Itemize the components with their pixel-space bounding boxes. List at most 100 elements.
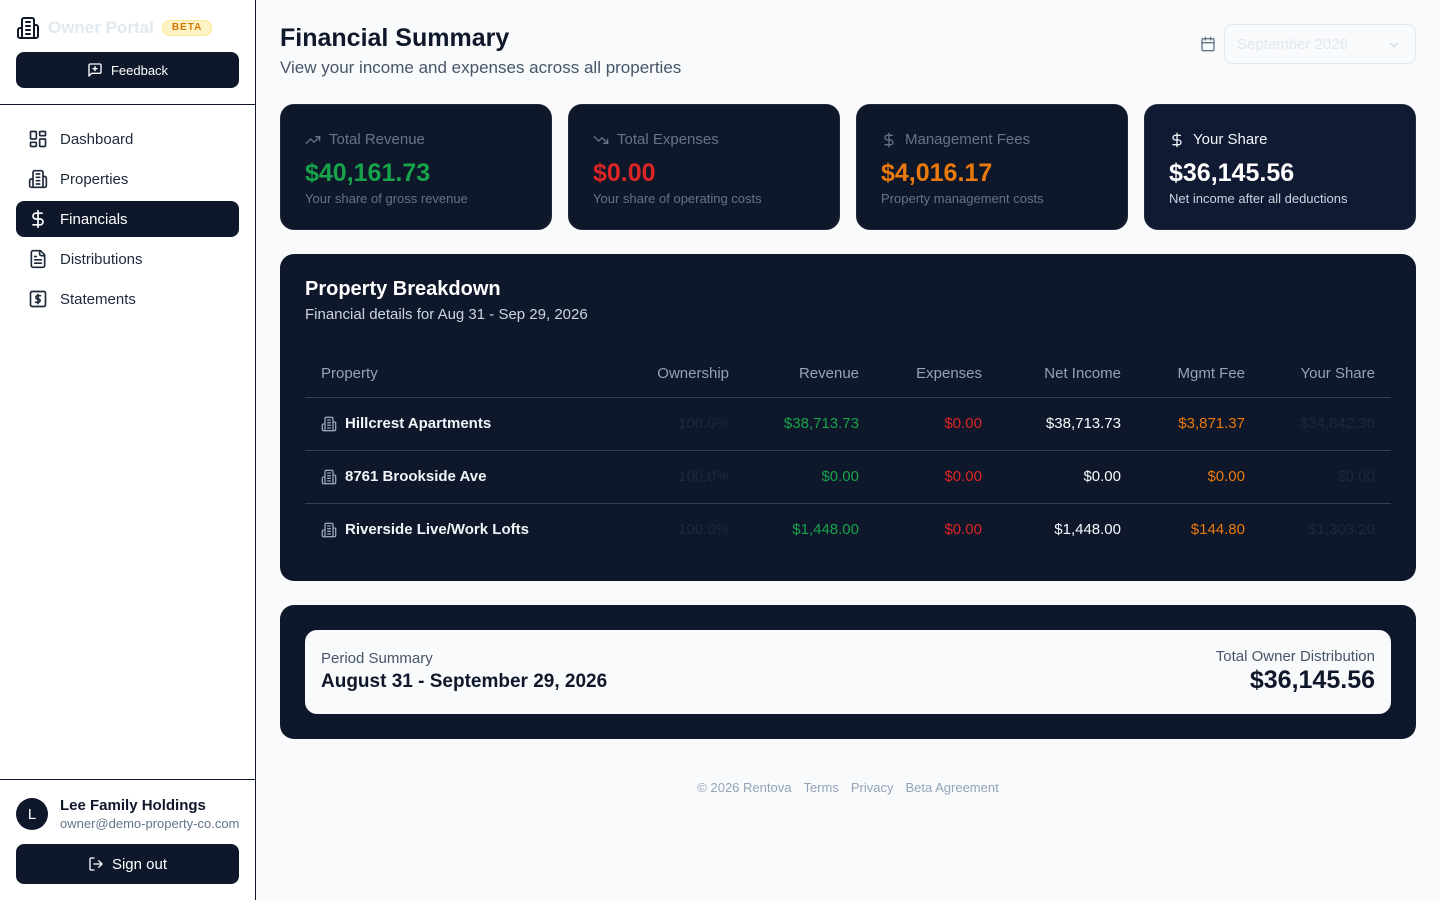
dollar-icon (884, 132, 894, 147)
stat-note: Your share of gross revenue (305, 191, 468, 206)
revenue-cell: $0.00 (729, 450, 859, 504)
page-title: Financial Summary (280, 24, 510, 52)
column-header[interactable]: Mgmt Fee (1121, 350, 1245, 398)
page-subtitle: View your income and expenses across all… (280, 58, 682, 77)
message-plus-icon (88, 63, 102, 77)
column-header[interactable]: Net Income (982, 350, 1121, 398)
building-icon (321, 416, 337, 431)
property-name: Hillcrest Apartments (345, 415, 492, 432)
table-row[interactable]: Hillcrest Apartments 100.0% $38,713.73 $… (305, 397, 1391, 451)
footer: © 2026 Rentova Terms Privacy Beta Agreem… (280, 780, 1416, 795)
expenses-cell: $0.00 (859, 450, 982, 504)
sidebar-nav: Dashboard Properties Financials Distribu… (16, 121, 239, 321)
sign-out-label: Sign out (111, 855, 168, 873)
user-email: owner@demo-property-co.com (60, 816, 240, 831)
stat-label: Management Fees (905, 131, 1031, 148)
revenue-cell: $1,448.00 (792, 521, 859, 539)
stat-card-total-expenses: Total Expenses $0.00 Your share of opera… (568, 104, 840, 230)
sidebar-divider (0, 104, 256, 105)
sidebar-item-label: Statements (60, 290, 136, 308)
column-header[interactable]: Revenue (729, 350, 859, 398)
distribution-label: Total Owner Distribution (1215, 648, 1375, 665)
your-share-cell: $0.00 (1245, 450, 1391, 504)
building-icon (17, 17, 39, 39)
user-name: Lee Family Holdings (60, 797, 206, 814)
stat-note: Property management costs (881, 191, 1044, 206)
grid-icon (29, 130, 47, 148)
table-row[interactable]: Riverside Live/Work Lofts 100.0% $1,448.… (305, 503, 1391, 556)
stat-card-your-share: Your Share $36,145.56 Net income after a… (1144, 104, 1416, 230)
expenses-cell: $0.00 (944, 521, 982, 539)
sidebar: Owner Portal BETA Feedback Dashboard Pro… (0, 0, 256, 900)
month-select[interactable]: September 2026 (1224, 24, 1416, 64)
net-income-cell: $38,713.73 (982, 397, 1121, 451)
stat-value: $36,145.56 (1169, 159, 1295, 187)
dollar-icon (32, 209, 44, 229)
mgmt-fee-cell: $3,871.37 (1121, 397, 1245, 451)
trending-up-icon (305, 135, 321, 144)
column-header[interactable]: Property (305, 350, 605, 398)
sidebar-item-label: Distributions (60, 250, 143, 268)
sidebar-divider (0, 779, 256, 780)
terms-link[interactable]: Terms (803, 780, 839, 795)
sign-out-button[interactable]: Sign out (16, 844, 239, 884)
beta-agreement-link[interactable]: Beta Agreement (905, 780, 999, 795)
distribution-value: $36,145.56 (1249, 666, 1375, 694)
log-out-icon (89, 857, 103, 871)
panel-subtitle: Financial details for Aug 31 - Sep 29, 2… (305, 306, 588, 323)
stat-note: Net income after all deductions (1169, 191, 1348, 206)
sidebar-item-financials[interactable]: Financials (16, 201, 239, 237)
building-icon (321, 522, 337, 538)
month-select-value: September 2026 (1237, 35, 1348, 53)
period-label: Period Summary (321, 650, 433, 667)
property-name: 8761 Brookside Ave (345, 468, 487, 485)
feedback-label: Feedback (110, 62, 169, 78)
receipt-icon (29, 290, 47, 308)
brand-name: Owner Portal (48, 18, 154, 37)
column-header[interactable]: Expenses (859, 350, 982, 398)
sidebar-item-label: Properties (60, 170, 129, 188)
calendar-icon (1201, 36, 1215, 52)
beta-badge: BETA (161, 20, 213, 36)
property-name: Riverside Live/Work Lofts (345, 521, 529, 539)
stat-value: $4,016.17 (881, 159, 993, 187)
sidebar-item-distributions[interactable]: Distributions (16, 241, 239, 277)
sidebar-item-dashboard[interactable]: Dashboard (16, 121, 239, 157)
avatar[interactable]: L (16, 798, 48, 830)
sidebar-item-label: Dashboard (60, 130, 134, 148)
sidebar-item-statements[interactable]: Statements (16, 281, 239, 317)
dollar-icon (1172, 132, 1182, 147)
breakdown-table: Property Ownership Revenue Expenses Net … (305, 350, 1391, 556)
stat-card-total-revenue: Total Revenue $40,161.73 Your share of g… (280, 104, 552, 230)
file-icon (30, 249, 46, 269)
table-header-row: Property Ownership Revenue Expenses Net … (305, 350, 1391, 398)
sidebar-item-properties[interactable]: Properties (16, 161, 239, 197)
table-row[interactable]: 8761 Brookside Ave 100.0% $0.00 $0.00 $0… (305, 450, 1391, 504)
your-share-cell: $1,303.20 (1308, 521, 1375, 539)
chevron-down-icon (1389, 42, 1399, 48)
period-value: August 31 - September 29, 2026 (321, 671, 608, 692)
stat-label: Your Share (1193, 131, 1268, 148)
privacy-link[interactable]: Privacy (850, 780, 894, 795)
trending-down-icon (593, 135, 609, 144)
period-summary-panel: Period Summary August 31 - September 29,… (280, 605, 1416, 739)
net-income-cell: $0.00 (982, 450, 1121, 504)
stat-value: $0.00 (593, 159, 656, 187)
stat-card-management-fees: Management Fees $4,016.17 Property manag… (856, 104, 1128, 230)
period-summary-card: Period Summary August 31 - September 29,… (305, 630, 1391, 714)
stat-note: Your share of operating costs (593, 191, 762, 206)
feedback-button[interactable]: Feedback (16, 52, 239, 88)
ownership-cell: 100.0% (605, 450, 729, 504)
mgmt-fee-cell: $0.00 (1121, 450, 1245, 504)
sidebar-item-label: Financials (60, 210, 128, 228)
stat-label: Total Revenue (329, 131, 425, 148)
building-icon (28, 169, 48, 189)
column-header[interactable]: Ownership (605, 350, 729, 398)
mgmt-fee-cell: $144.80 (1190, 521, 1245, 539)
revenue-cell: $38,713.73 (729, 397, 859, 451)
column-header[interactable]: Your Share (1245, 350, 1391, 398)
expenses-cell: $0.00 (859, 397, 982, 451)
copyright: © 2026 Rentova (697, 780, 792, 795)
brand[interactable]: Owner Portal BETA (16, 16, 213, 40)
stat-value: $40,161.73 (305, 159, 431, 187)
